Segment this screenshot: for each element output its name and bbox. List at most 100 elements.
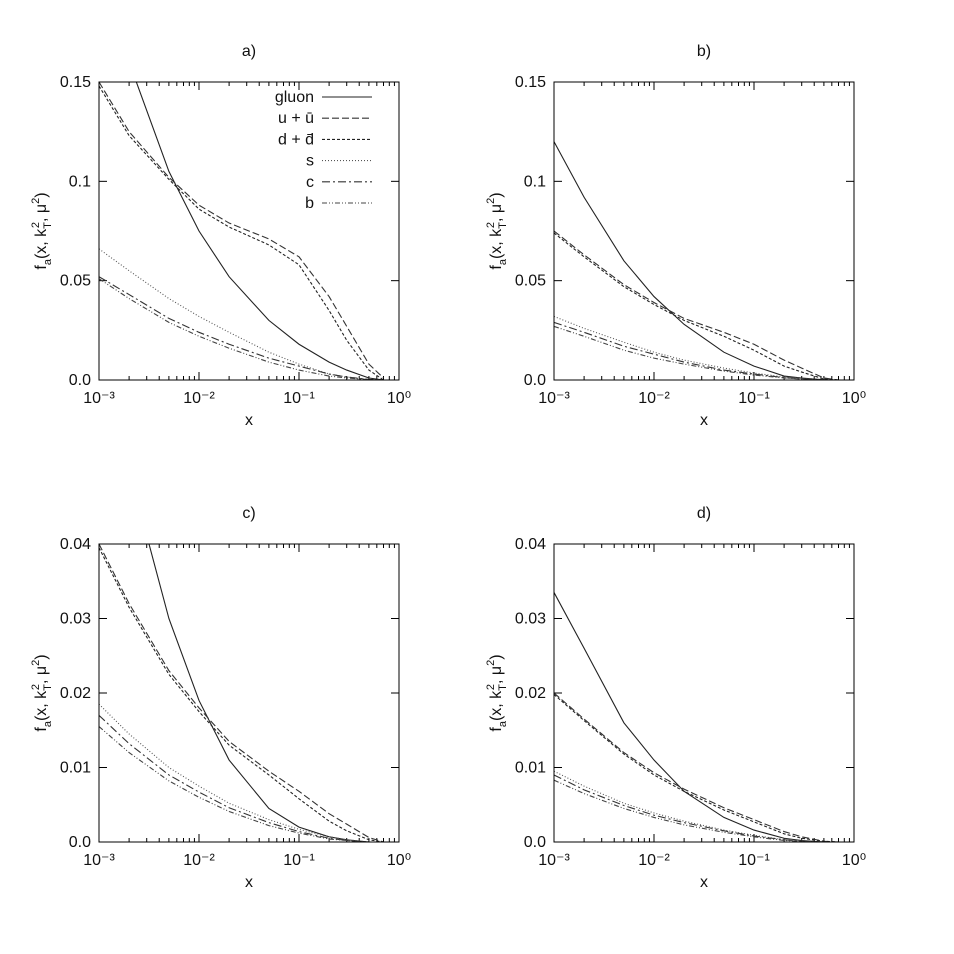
- y-axis-label-part: f: [488, 265, 505, 270]
- series-line: [99, 714, 384, 842]
- legend-label: s: [306, 153, 314, 170]
- plot-area: [554, 141, 839, 380]
- legend-label: b: [305, 195, 314, 212]
- y-axis-label-part: (x, k: [488, 228, 505, 259]
- y-axis-label-part: T: [42, 222, 54, 229]
- y-axis-label-part: (x, k: [488, 690, 505, 721]
- y-tick-label: 0.01: [515, 760, 546, 777]
- panel-title: b): [697, 43, 711, 60]
- series-line: [554, 774, 839, 842]
- y-tick-label: 0.05: [515, 273, 546, 290]
- series-line: [99, 85, 384, 380]
- plot-frame: [553, 81, 855, 381]
- series-line: [99, 726, 384, 842]
- y-axis-label-part: a: [42, 720, 54, 727]
- series-line: [554, 692, 839, 842]
- y-tick-label: 0.1: [524, 173, 546, 190]
- y-axis-label-part: T: [497, 684, 509, 691]
- x-axis-label: x: [700, 412, 708, 429]
- y-axis-label-part: T: [497, 222, 509, 229]
- y-axis-label-part: (x, k: [33, 228, 50, 259]
- x-tick-label: 10⁰: [842, 852, 866, 869]
- y-tick-label: 0.02: [60, 685, 91, 702]
- series-line: [554, 770, 839, 842]
- series-line: [554, 592, 839, 842]
- panel-title: a): [242, 43, 256, 60]
- y-tick-label: 0.04: [515, 536, 546, 553]
- y-tick-label: 0.04: [60, 536, 91, 553]
- y-tick-label: 0.01: [60, 760, 91, 777]
- y-tick-label: 0.03: [515, 611, 546, 628]
- x-tick-label: 10⁻²: [638, 390, 670, 407]
- plot-area: [99, 82, 384, 380]
- y-axis-label-part: a: [497, 720, 509, 727]
- y-axis-label-part: (x, k: [33, 690, 50, 721]
- y-tick-label: 0.15: [60, 74, 91, 91]
- series-line: [554, 230, 839, 380]
- y-tick-label: 0.0: [69, 834, 91, 851]
- x-tick-label: 10⁻³: [83, 390, 115, 407]
- y-tick-label: 0.02: [515, 685, 546, 702]
- x-axis-label: x: [245, 412, 253, 429]
- x-tick-label: 10⁻²: [638, 852, 670, 869]
- y-tick-label: 0.0: [524, 372, 546, 389]
- y-axis-label: fa(x, kT2, μ2): [30, 192, 54, 269]
- series-line: [554, 232, 839, 380]
- plot-frame: [98, 81, 400, 381]
- panel: d)xfa(x, kT2, μ2)0.00.010.020.030.0410⁻³…: [485, 505, 866, 891]
- series-line: [554, 694, 839, 842]
- y-tick-label: 0.15: [515, 74, 546, 91]
- panel: b) x fa(x, kT2, μ2) 0.0 0.05 0.1 0.15 10⁻³ 10⁻² 1…: [485, 43, 866, 429]
- panel-title: d): [697, 505, 711, 522]
- y-axis-label: fa(x, kT2, μ2): [485, 192, 509, 269]
- y-axis-label-part: a: [497, 258, 509, 265]
- series-line: [99, 703, 384, 842]
- y-axis-label-part: 2: [30, 198, 42, 204]
- y-axis-label-part: f: [488, 727, 505, 732]
- x-tick-label: 10⁻¹: [283, 390, 315, 407]
- series-line: [148, 544, 384, 842]
- x-tick-label: 10⁻¹: [738, 390, 770, 407]
- x-tick-label: 10⁻¹: [738, 852, 770, 869]
- y-axis-label-part: ): [488, 654, 505, 659]
- y-axis-label-part: 2: [30, 222, 42, 228]
- series-line: [99, 248, 384, 380]
- series-line: [554, 141, 839, 380]
- y-axis-label-part: a: [42, 258, 54, 265]
- y-axis-label-part: f: [33, 727, 50, 732]
- y-tick-label: 0.05: [60, 273, 91, 290]
- x-tick-label: 10⁻³: [538, 852, 570, 869]
- y-axis-label-part: 2: [485, 198, 497, 204]
- series-line: [554, 325, 839, 380]
- x-axis-label: x: [245, 874, 253, 891]
- y-axis-label-part: , μ: [488, 204, 505, 222]
- y-axis-label-part: , μ: [33, 204, 50, 222]
- x-tick-label: 10⁻¹: [283, 852, 315, 869]
- legend-label: gluon: [275, 89, 314, 106]
- y-tick-label: 0.0: [69, 372, 91, 389]
- series-line: [554, 315, 839, 380]
- series-line: [99, 544, 384, 842]
- x-tick-label: 10⁻³: [538, 390, 570, 407]
- y-axis-label-part: ): [33, 192, 50, 197]
- series-line: [554, 321, 839, 380]
- y-axis-label-part: 2: [30, 660, 42, 666]
- y-axis-label-part: 2: [485, 222, 497, 228]
- y-tick-label: 0.1: [69, 173, 91, 190]
- x-tick-label: 10⁻²: [183, 390, 215, 407]
- y-axis-label-part: 2: [30, 684, 42, 690]
- y-axis-label-part: f: [33, 265, 50, 270]
- y-axis-label-part: T: [42, 684, 54, 691]
- x-tick-label: 10⁻³: [83, 852, 115, 869]
- y-axis-label: fa(x, kT2, μ2): [30, 654, 54, 731]
- series-line: [99, 547, 384, 842]
- y-axis-label-part: , μ: [33, 666, 50, 684]
- y-tick-label: 0.03: [60, 611, 91, 628]
- x-tick-label: 10⁰: [387, 390, 411, 407]
- legend-label: u + ū: [278, 110, 314, 127]
- panel: c)xfa(x, kT2, μ2)0.00.010.020.030.0410⁻³…: [30, 505, 411, 891]
- plot-frame: [98, 543, 400, 843]
- x-tick-label: 10⁻²: [183, 852, 215, 869]
